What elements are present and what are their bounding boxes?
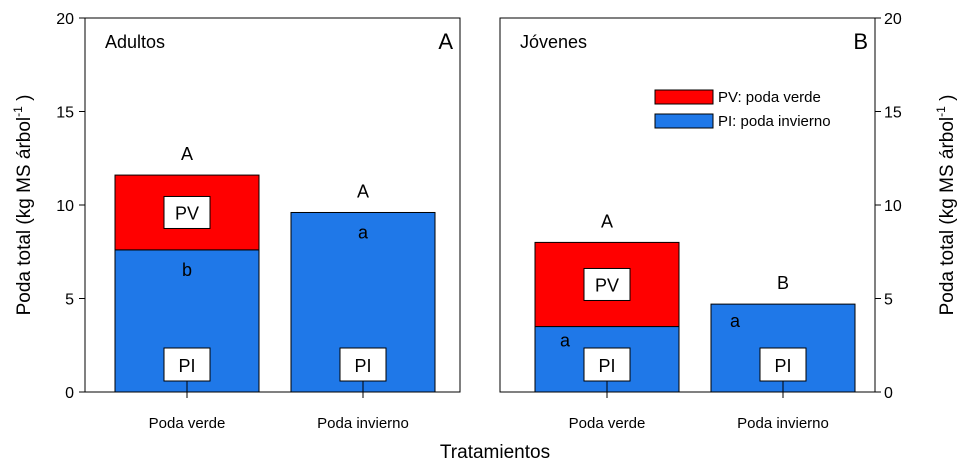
panel-b-pi-letter-0: a [560, 331, 571, 351]
panel-b-pv-box-label-0: PV [595, 275, 619, 295]
left-ytick-label-3: 15 [56, 105, 74, 122]
legend-swatch-0 [654, 89, 714, 105]
right-ytick-label-2: 10 [884, 198, 902, 215]
panel-a-pi-letter-0: b [182, 260, 192, 280]
panel-a-pi-box-label-0: PI [178, 356, 195, 376]
panel-b-xtick-label-0: Poda verde [569, 415, 646, 432]
left-ytick-label-4: 20 [56, 11, 74, 28]
panel-b-pi-letter-1: a [730, 311, 741, 331]
panel-a-xtick-label-0: Poda verde [149, 415, 226, 432]
panel-a-title: Adultos [105, 32, 165, 52]
right-ytick-label-3: 15 [884, 105, 902, 122]
panel-b-pi-box-1 [759, 347, 807, 382]
panel-a-pi-box-1 [339, 347, 387, 382]
panel-b-tag: B [853, 29, 868, 54]
right-y-axis-label: Poda total (kg MS árbol-1 ) [934, 95, 958, 316]
left-ytick-label-1: 5 [65, 292, 74, 309]
panel-a-xtick-label-1: Poda invierno [317, 415, 409, 432]
panel-a-pi-box-label-1: PI [354, 356, 371, 376]
panel-b-top-letter-0: A [601, 211, 613, 231]
panel-b-xtick-label-1: Poda invierno [737, 415, 829, 432]
panel-b-pi-box-0 [583, 347, 631, 382]
panel-a-pi-box-0 [163, 347, 211, 382]
right-ytick-label-0: 0 [884, 385, 893, 402]
panel-b-top-letter-1: B [777, 273, 789, 293]
legend-label-0: PV: poda verde [718, 89, 821, 106]
panel-a-pi-letter-1: a [358, 222, 369, 242]
panel-a-pv-box-label-0: PV [175, 203, 199, 223]
panel-a-top-letter-1: A [357, 181, 369, 201]
panel-b-title: Jóvenes [520, 32, 587, 52]
left-ytick-label-2: 10 [56, 198, 74, 215]
left-y-axis-label: Poda total (kg MS árbol-1 ) [11, 95, 35, 316]
panel-a-tag: A [438, 29, 453, 54]
panel-a-pv-box-0 [163, 195, 211, 229]
x-axis-label: Tratamientos [440, 442, 550, 460]
legend-swatch-1 [654, 113, 714, 129]
panel-b-pv-box-0 [583, 267, 631, 301]
panel-b-pi-box-label-0: PI [598, 356, 615, 376]
panel-a-top-letter-0: A [181, 144, 193, 164]
right-ytick-label-1: 5 [884, 292, 893, 309]
panel-b-pi-box-label-1: PI [774, 356, 791, 376]
right-ytick-label-4: 20 [884, 11, 902, 28]
left-ytick-label-0: 0 [65, 385, 74, 402]
legend-label-1: PI: poda invierno [718, 113, 831, 130]
